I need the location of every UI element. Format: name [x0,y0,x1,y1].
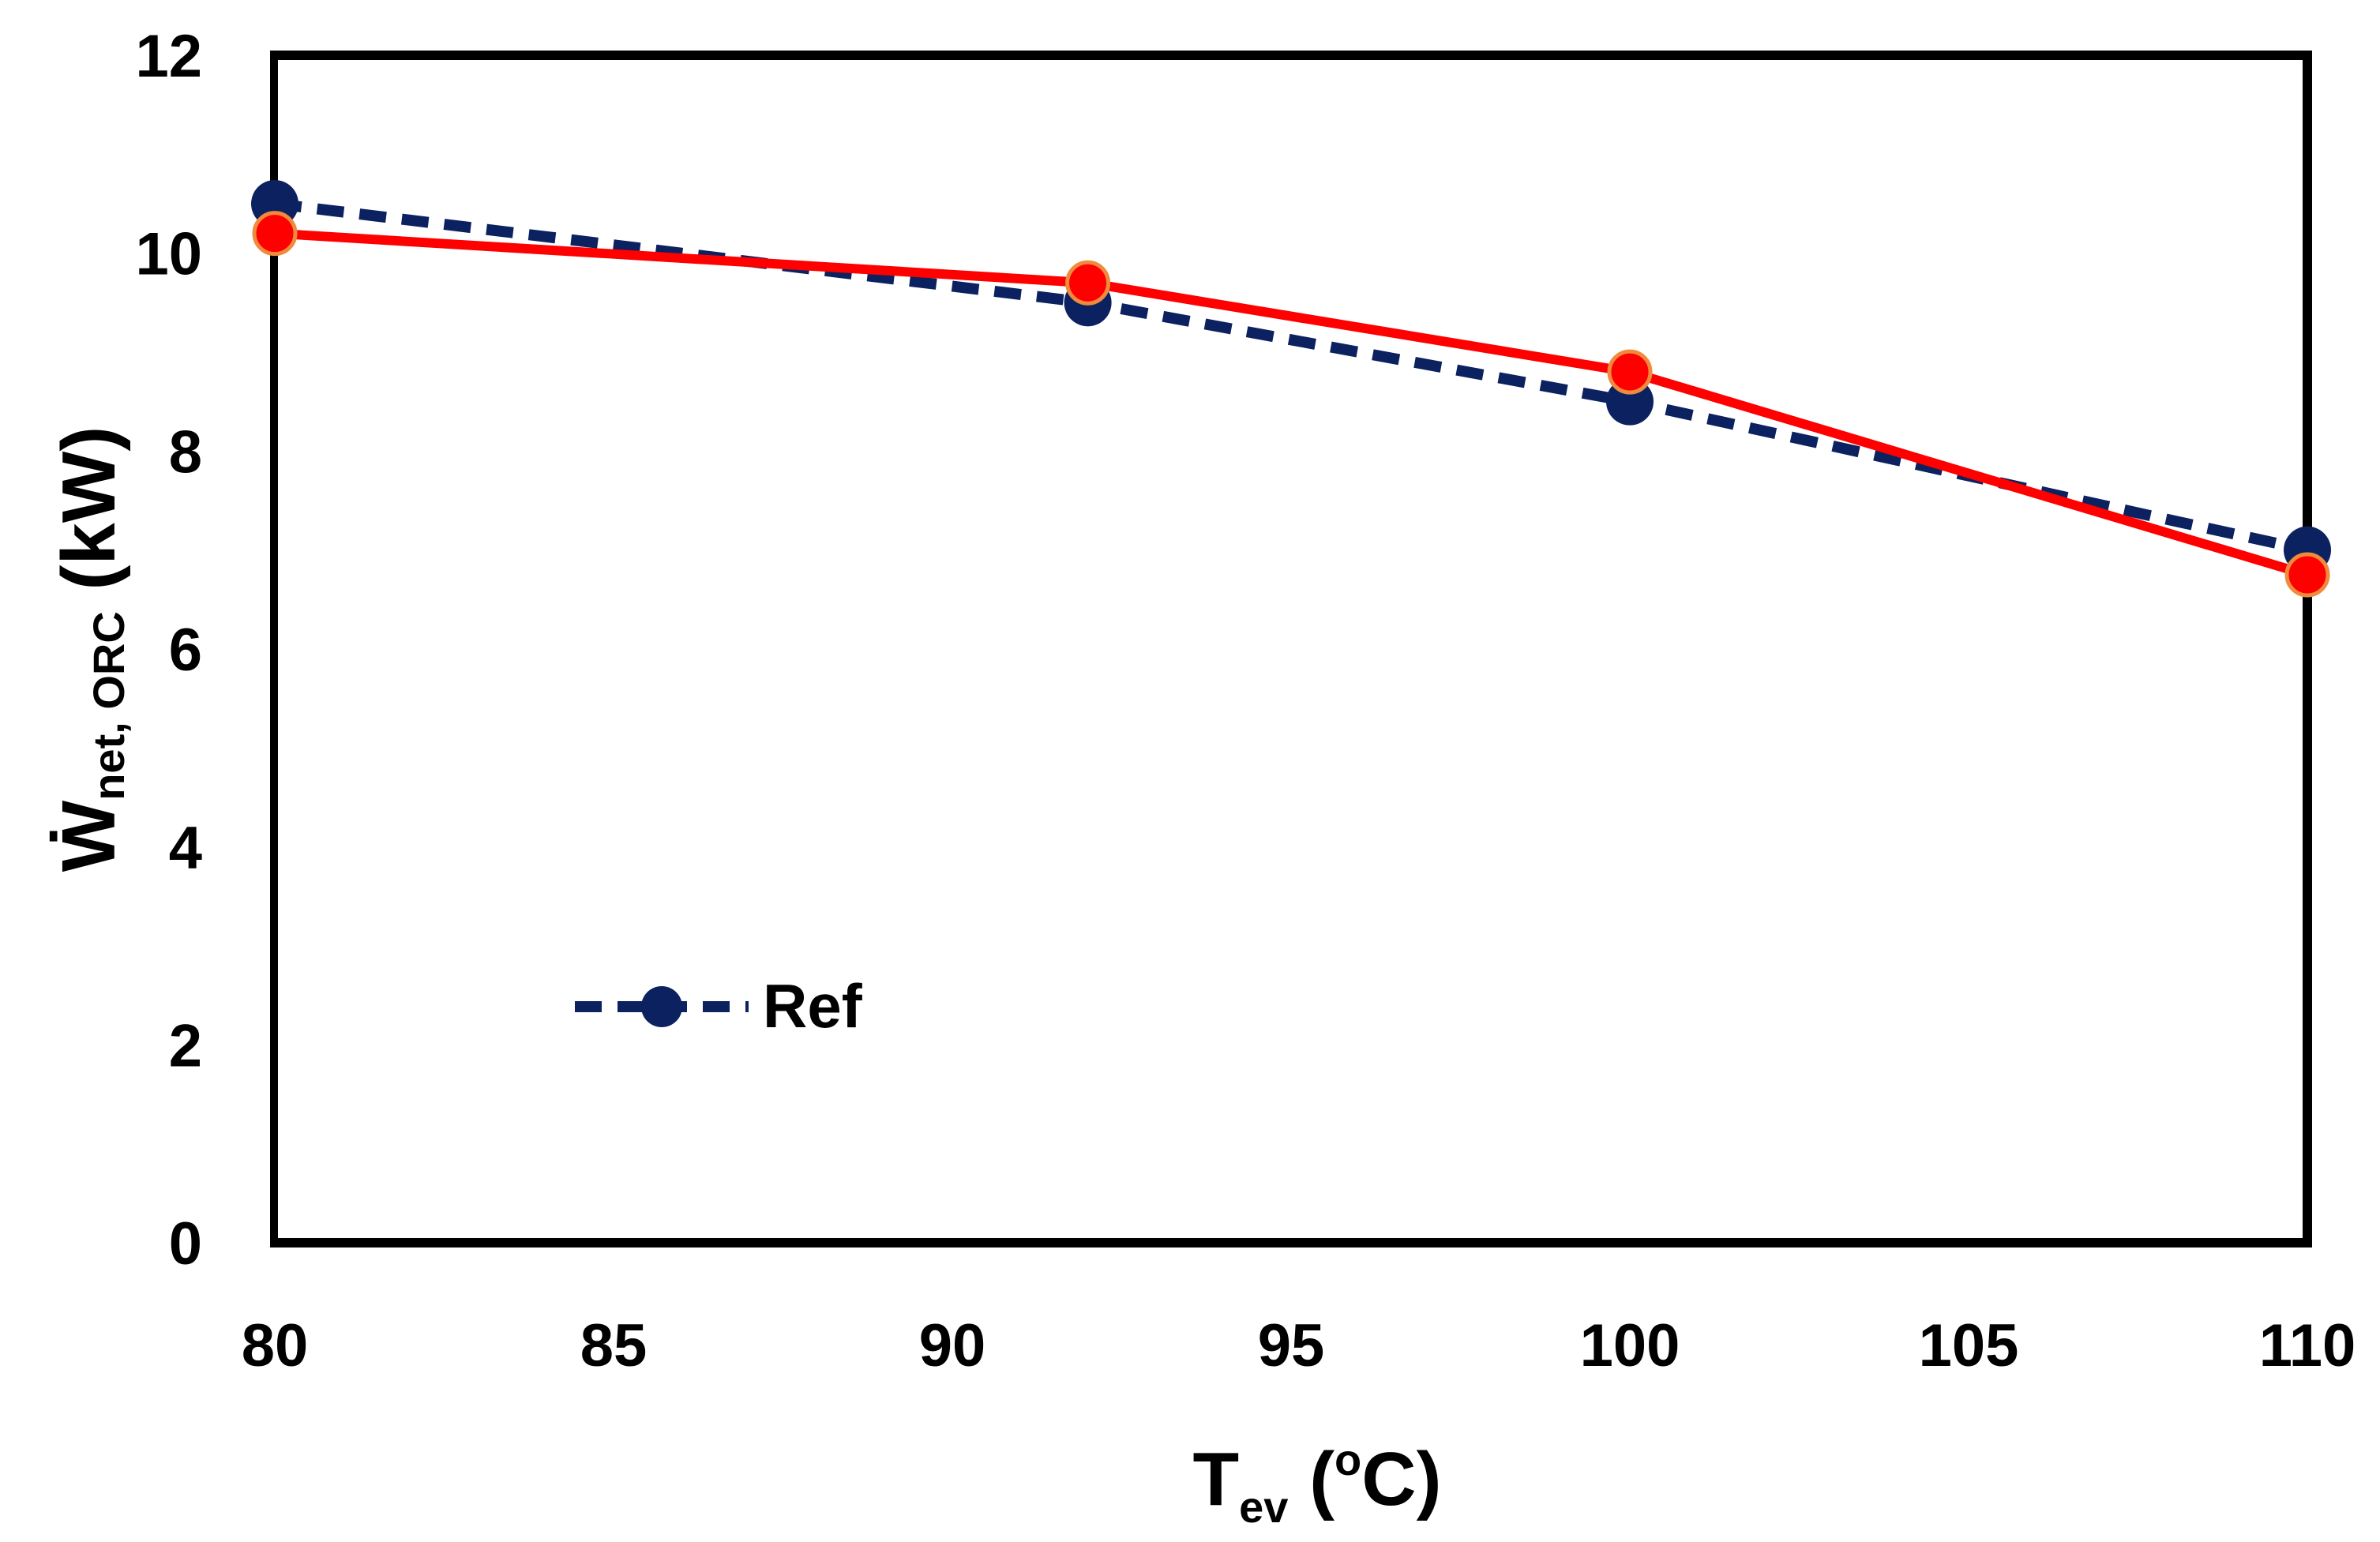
series-2-point [1065,260,1111,306]
x-tick-label: 95 [1258,1312,1325,1379]
plot-frame [270,51,2312,1247]
y-axis-title-unit: (kW) [47,426,131,612]
y-tick-label: 6 [169,617,202,684]
x-tick-label: 80 [242,1312,309,1379]
series-2-line [274,228,2309,580]
x-tick-label: 110 [2259,1312,2356,1379]
legend-label-ref: Ref [763,971,863,1041]
y-tick-labels: 0 2 4 6 8 10 12 [135,23,202,1277]
x-axis-title-main: T [1192,1437,1239,1521]
y-tick-label: 4 [169,815,202,882]
y-tick-label: 10 [135,221,202,288]
y-axis-title: Ẇnet, ORC (kW) [47,426,133,872]
y-tick-label: 0 [169,1210,202,1277]
x-tick-label: 105 [1919,1312,2019,1379]
x-axis-title-unit-close: C) [1361,1437,1441,1521]
y-axis-title-main: Ẇ [47,800,131,872]
x-tick-label: 85 [580,1312,648,1379]
y-tick-label: 12 [135,23,202,90]
x-axis-title: Tev (oC) [1192,1435,1441,1532]
x-axis-title-unit-open: ( [1288,1437,1335,1521]
series-2-point [1607,349,1653,395]
x-tick-label: 90 [919,1312,986,1379]
y-axis-title-subscript: net, ORC [84,611,133,801]
legend-marker-ref [641,986,682,1027]
x-axis-title-degree: o [1335,1435,1361,1484]
series-layer [251,180,2331,598]
y-tick-label: 2 [169,1012,202,1079]
series-2 [252,211,2330,598]
x-tick-label: 100 [1580,1312,1680,1379]
x-tick-labels: 80 85 90 95 100 105 110 [242,1312,2356,1379]
series-2-point [252,211,298,257]
plot-area-border [270,51,2312,1247]
svg-text:Ẇnet, ORC (kW): Ẇnet, ORC (kW) [47,426,133,872]
y-tick-label: 8 [169,418,202,486]
x-axis-title-subscript: ev [1239,1482,1288,1532]
legend: Ref [575,971,863,1041]
series-2-point [2284,552,2330,598]
